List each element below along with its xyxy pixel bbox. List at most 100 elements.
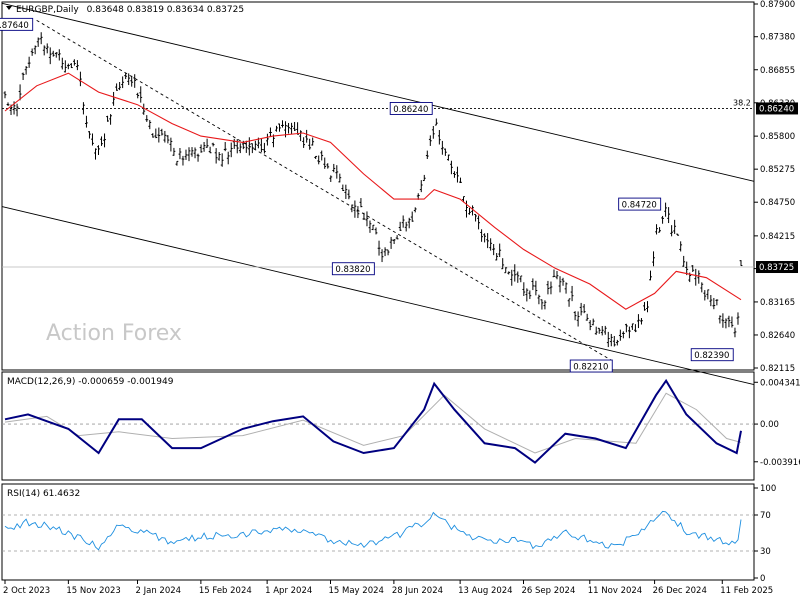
price-bar (447, 154, 450, 161)
price-bar (555, 270, 559, 280)
price-bar (75, 60, 79, 71)
price-bar (3, 91, 7, 99)
price-bar (112, 91, 115, 106)
price-bar (697, 270, 701, 284)
price-bar (45, 43, 49, 54)
price-bar (459, 177, 462, 183)
price-bar (6, 102, 10, 106)
x-axis-label: 26 Dec 2024 (653, 586, 707, 596)
price-bar (88, 131, 91, 139)
price-layer: 38.2 0.87640 0.86240 0.83820 0.84720 0.82210 0… (0, 2, 755, 386)
price-bar (199, 144, 203, 153)
price-bar (48, 47, 52, 65)
price-bar (317, 155, 321, 165)
x-axis-label: 15 Feb 2024 (199, 586, 252, 596)
price-bar (85, 115, 88, 128)
price-bar (594, 326, 598, 335)
price-bar (730, 316, 734, 328)
price-bar (15, 103, 19, 117)
price-bar (721, 313, 725, 328)
price-bar (597, 327, 601, 334)
price-bar (362, 212, 366, 220)
price-bar (407, 217, 411, 229)
price-bar (513, 264, 517, 282)
price-bar (561, 277, 565, 286)
price-bar (368, 220, 372, 233)
price-bar (573, 311, 577, 321)
price-bar (706, 289, 710, 300)
annotation-box (389, 101, 433, 115)
rsi-layer (2, 510, 754, 552)
price-bar (546, 280, 550, 295)
price-bar (540, 299, 544, 310)
price-annotation: 0.87640 (0, 17, 34, 31)
price-bar (160, 128, 164, 136)
price-bar (69, 63, 73, 69)
price-bar (320, 150, 324, 161)
price-bar (380, 249, 384, 263)
rsi-axis-label: 70 (760, 511, 771, 521)
price-bar (332, 163, 336, 173)
moving-average-line (4, 72, 742, 310)
price-bar (682, 255, 686, 267)
price-bar (66, 63, 70, 70)
price-bar (450, 160, 453, 175)
x-axis-label: 11 Nov 2024 (588, 586, 642, 596)
current-price-badge-bg (756, 261, 798, 274)
current-price-badge-label: 0.83725 (759, 263, 794, 273)
price-bar (585, 313, 589, 321)
price-bar (504, 267, 508, 274)
annotation-label: 0.83820 (335, 265, 370, 275)
price-bar (374, 227, 378, 235)
price-bar (612, 335, 616, 347)
price-bar (172, 147, 176, 156)
price-bar (347, 189, 351, 200)
price-bar (398, 221, 402, 231)
channel-upper-line (1, 2, 755, 182)
macd-axis-label: -0.003916 (760, 458, 800, 468)
x-axis-label: 1 Apr 2024 (265, 586, 312, 596)
price-bar (181, 155, 185, 166)
inner-trendline (36, 19, 615, 363)
price-bar (94, 148, 97, 160)
price-bar (287, 122, 290, 134)
price-bar (676, 233, 680, 236)
x-axis-label: 2 Oct 2023 (3, 586, 50, 596)
price-axis-label: 0.87900 (760, 0, 795, 10)
price-bar (220, 153, 224, 167)
price-bar (456, 166, 459, 183)
price-bar (299, 130, 303, 142)
annotation-box (331, 262, 375, 276)
price-bar (413, 207, 417, 213)
price-bar (151, 133, 155, 138)
price-bar (377, 240, 381, 256)
price-bar (621, 331, 625, 339)
price-bar (453, 171, 456, 178)
dropdown-icon (6, 6, 12, 10)
channel-lower-line (1, 206, 755, 386)
price-bar (202, 142, 206, 152)
price-bar (308, 138, 312, 150)
price-bar (495, 252, 499, 261)
price-bar (103, 133, 106, 148)
price-bar (238, 143, 242, 154)
price-bar (142, 103, 146, 115)
price-bar (60, 57, 64, 70)
price-bar (226, 151, 230, 165)
rsi-panel-frame (1, 483, 755, 581)
price-bar (501, 258, 505, 270)
price-bar (338, 173, 342, 183)
price-bar (42, 45, 46, 56)
price-bar (679, 241, 683, 252)
price-bar (591, 318, 595, 326)
fib-value-badge: 0.86240 (756, 102, 798, 115)
price-bar (434, 118, 438, 126)
rsi-line (4, 510, 742, 551)
rsi-axis-label: 100 (760, 484, 776, 494)
price-bar (531, 278, 535, 291)
price-bar (57, 49, 61, 61)
price-bar (30, 48, 34, 56)
price-bar (401, 215, 405, 228)
price-bar (537, 294, 541, 305)
price-bar (404, 221, 408, 232)
